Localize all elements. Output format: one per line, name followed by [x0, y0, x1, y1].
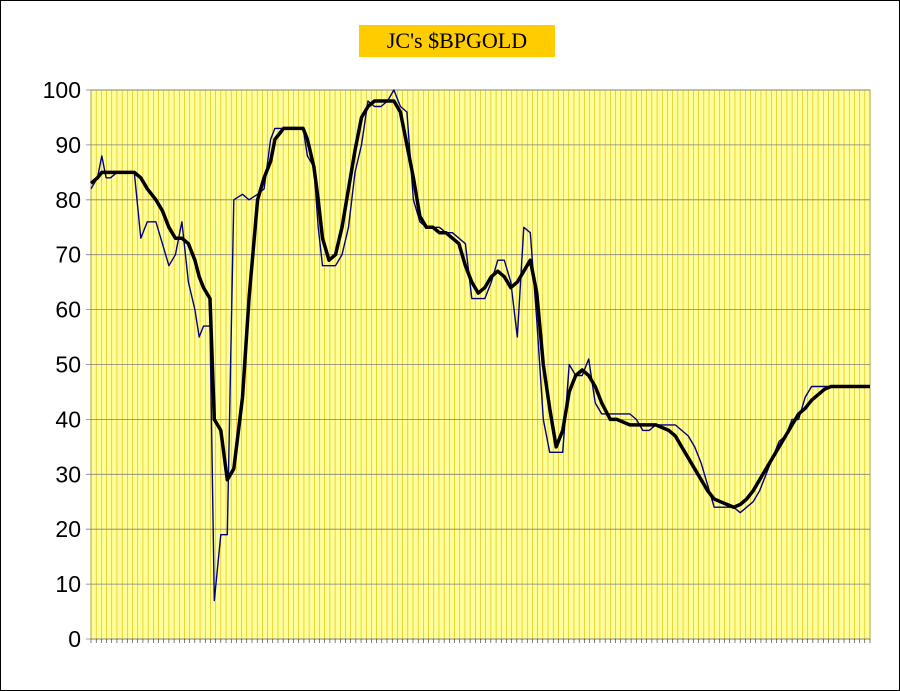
series-group — [89, 89, 870, 602]
horizontal-gridlines — [86, 89, 870, 640]
y-tick-label: 50 — [55, 352, 81, 378]
y-tick-label: 70 — [55, 242, 81, 268]
y-tick-label: 80 — [55, 187, 81, 213]
y-tick-label: 20 — [55, 516, 81, 542]
y-tick-label: 40 — [55, 406, 81, 432]
smoothed-series-line — [89, 99, 870, 509]
y-tick-label: 100 — [43, 77, 81, 103]
y-axis-ticks: 0 10 20 30 40 50 60 70 80 90 100 — [43, 77, 81, 652]
y-tick-label: 90 — [55, 132, 81, 158]
y-tick-label: 0 — [68, 626, 81, 652]
y-tick-label: 30 — [55, 461, 81, 487]
y-tick-label: 10 — [55, 571, 81, 597]
x-axis-ticks — [90, 639, 871, 643]
chart-title: JC's $BPGOLD — [359, 25, 555, 57]
y-tick-label: 60 — [55, 297, 81, 323]
